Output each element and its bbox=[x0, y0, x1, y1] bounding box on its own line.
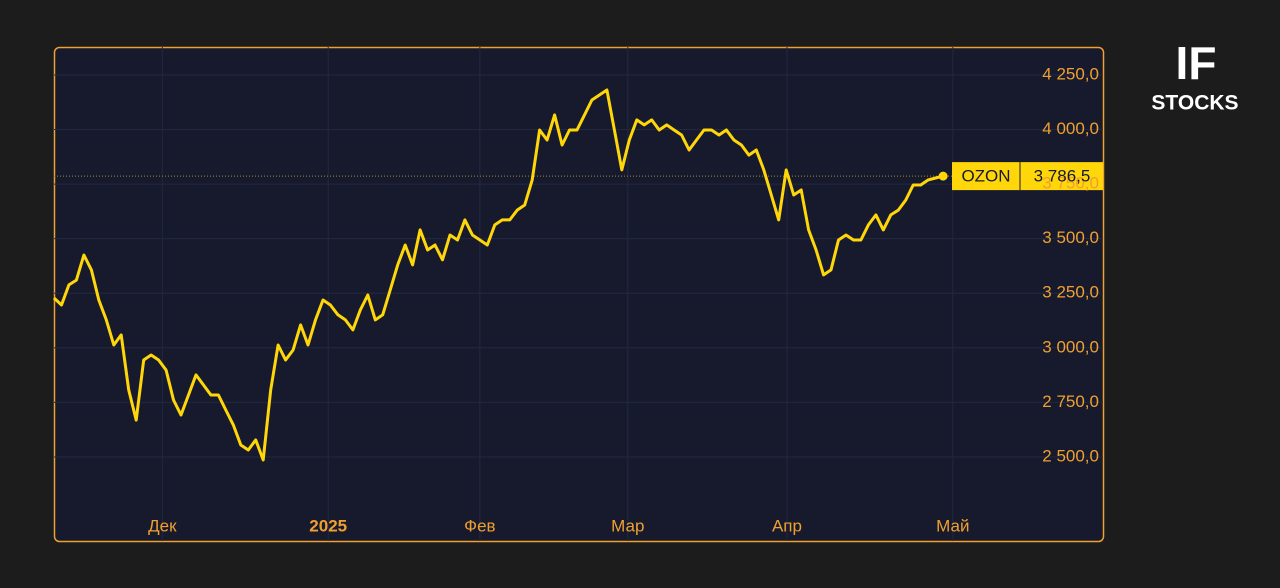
last-point bbox=[938, 171, 948, 181]
plot bbox=[52, 88, 1103, 462]
value-label: 3 786,5 bbox=[1034, 167, 1091, 186]
value-tag bbox=[952, 162, 1103, 191]
y-tick-label: 3 000,0 bbox=[1042, 337, 1099, 356]
x-tick-label: Фев bbox=[464, 516, 495, 535]
y-tick-label: 3 500,0 bbox=[1042, 228, 1099, 247]
logo-bottom: STOCKS bbox=[1151, 92, 1238, 115]
x-tick-label: Дек bbox=[148, 516, 177, 535]
grid bbox=[54, 47, 1103, 541]
price-line bbox=[52, 88, 944, 462]
x-tick-label: Апр bbox=[772, 516, 802, 535]
y-tick-label: 3 250,0 bbox=[1042, 283, 1099, 302]
y-tick-label: 3 750,0 bbox=[1042, 174, 1099, 193]
logo-top: IF bbox=[1176, 37, 1217, 89]
y-tick-label: 2 500,0 bbox=[1042, 446, 1099, 465]
x-tick-label: Мар bbox=[611, 516, 644, 535]
legend-label: OZON bbox=[961, 167, 1010, 186]
plot-frame bbox=[53, 46, 1105, 543]
x-tick-label: 2025 bbox=[309, 516, 347, 535]
y-tick-label: 4 000,0 bbox=[1042, 119, 1099, 138]
x-tick-label: Май bbox=[936, 516, 969, 535]
y-tick-label: 2 750,0 bbox=[1042, 392, 1099, 411]
y-tick-label: 4 250,0 bbox=[1042, 64, 1099, 83]
